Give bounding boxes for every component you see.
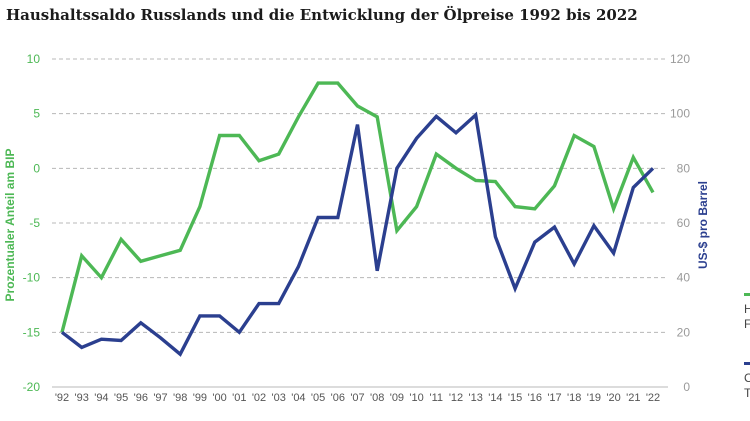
right-axis: 120 100 80 60 40 20 0 (670, 52, 690, 394)
y-tick-left: -5 (29, 216, 40, 230)
x-tick-label: '05 (311, 392, 325, 404)
series-line-oil-price (60, 111, 655, 357)
y-tick-left: 5 (33, 107, 40, 121)
x-tick-label: '95 (114, 392, 128, 404)
x-tick-label: '08 (370, 392, 384, 404)
x-tick-label: '19 (587, 392, 601, 404)
x-tick-label: '14 (488, 392, 502, 404)
y-tick-right: 40 (677, 271, 691, 285)
x-tick-label: '00 (212, 392, 226, 404)
legend-item-blue: C T (744, 362, 750, 401)
legend-text-blue: C T (744, 371, 750, 400)
x-axis: '92 '93 '94 '95 '96 '97 '98 '99 '00 '01 '02 '03 '04 '… (55, 392, 660, 404)
x-tick-label: '01 (232, 392, 246, 404)
chart-title: Haushaltssaldo Russlands und die Entwick… (6, 6, 638, 24)
grid-layer (52, 58, 668, 388)
x-tick-label: '94 (94, 392, 108, 404)
y-tick-right: 20 (677, 325, 691, 339)
y-tick-left: 0 (33, 161, 40, 175)
y-tick-right: 0 (683, 380, 690, 394)
left-axis: 10 5 0 -5 -10 -15 -20 (23, 52, 41, 394)
y-tick-right: 60 (677, 216, 691, 230)
x-tick-label: '92 (55, 392, 69, 404)
x-tick-label: '93 (75, 392, 89, 404)
x-tick-label: '15 (508, 392, 522, 404)
x-tick-label: '22 (646, 392, 660, 404)
y-axis-label-right: US-$ pro Barrel (696, 181, 710, 269)
y-axis-label-left: Prozentualer Anteil am BIP (3, 149, 17, 302)
y-tick-right: 80 (677, 161, 691, 175)
x-tick-label: '16 (528, 392, 542, 404)
y-tick-right: 100 (670, 107, 690, 121)
x-tick-label: '96 (134, 392, 148, 404)
x-tick-label: '07 (350, 392, 364, 404)
x-tick-label: '97 (153, 392, 167, 404)
x-tick-label: '02 (252, 392, 266, 404)
legend-swatch-blue (744, 362, 750, 365)
legend-swatch-green (744, 293, 750, 296)
legend-item-green: H F (744, 293, 750, 332)
x-tick-label: '98 (173, 392, 187, 404)
y-tick-left: -15 (23, 325, 41, 339)
x-tick-label: '09 (390, 392, 404, 404)
y-tick-left: -10 (23, 271, 41, 285)
x-tick-label: '99 (193, 392, 207, 404)
y-tick-right: 120 (670, 52, 690, 66)
series-line-budget-balance (60, 81, 655, 333)
x-tick-label: '10 (409, 392, 423, 404)
x-tick-label: '03 (272, 392, 286, 404)
y-tick-left: 10 (27, 52, 41, 66)
x-tick-label: '18 (567, 392, 581, 404)
legend-text-green: H F (744, 302, 750, 331)
x-tick-label: '17 (547, 392, 561, 404)
series-layer (60, 81, 655, 357)
x-tick-label: '12 (449, 392, 463, 404)
x-tick-label: '06 (331, 392, 345, 404)
x-tick-label: '21 (626, 392, 640, 404)
x-tick-label: '11 (430, 392, 444, 404)
y-tick-left: -20 (23, 380, 41, 394)
x-tick-label: '20 (606, 392, 620, 404)
x-tick-label: '04 (291, 392, 305, 404)
x-tick-label: '13 (469, 392, 483, 404)
